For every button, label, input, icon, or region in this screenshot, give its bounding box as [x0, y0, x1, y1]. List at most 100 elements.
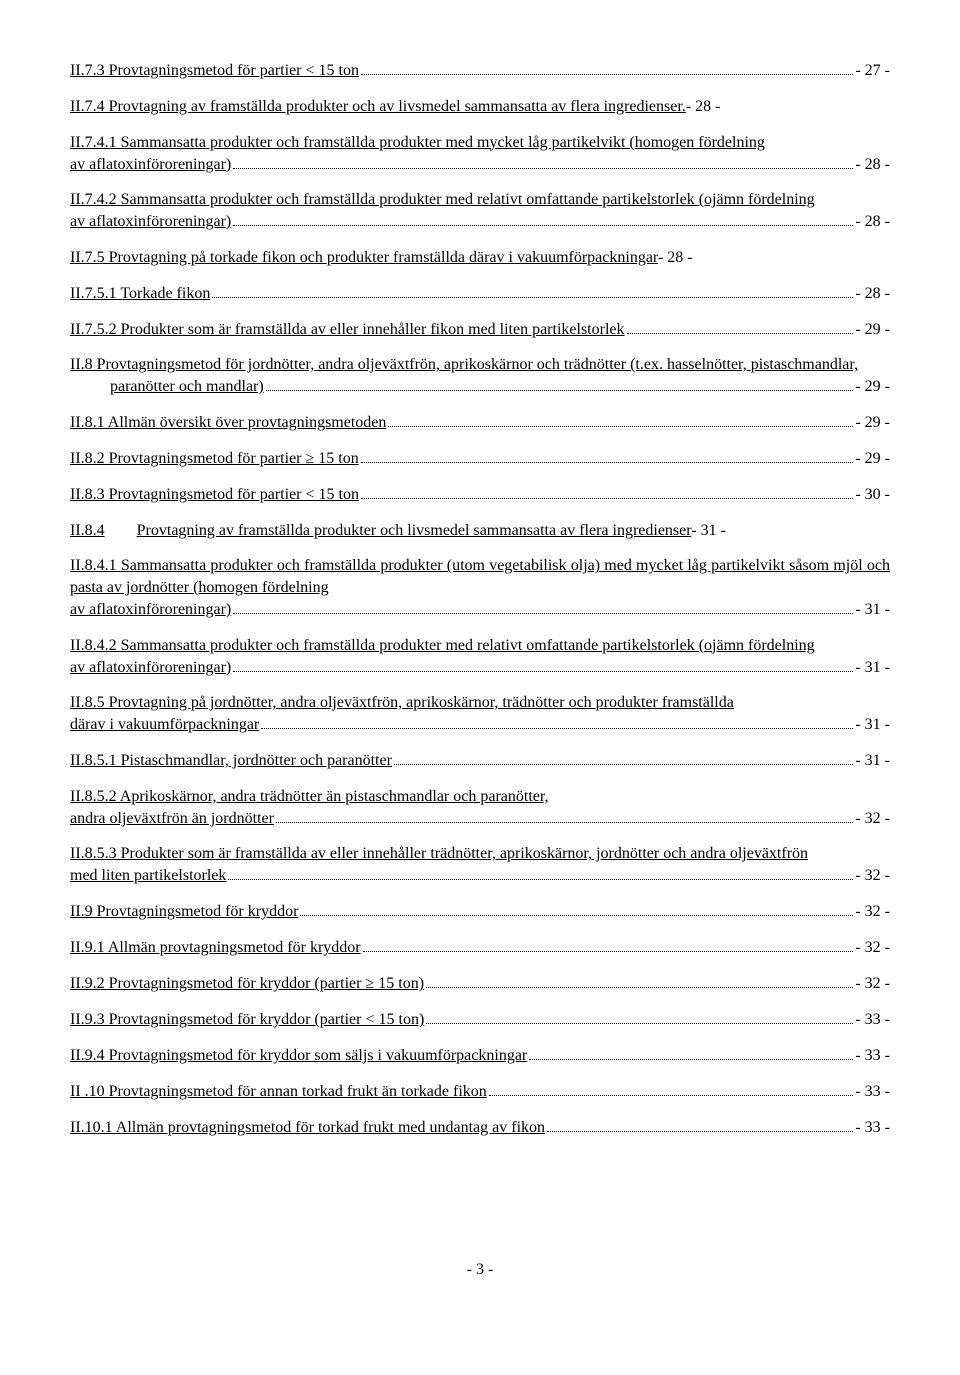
- toc-entry-label[interactable]: II.10.1 Allmän provtagningsmetod för tor…: [70, 1117, 545, 1139]
- toc-entry-page: - 31 -: [855, 750, 890, 772]
- toc-entry: II.9.4 Provtagningsmetod för kryddor som…: [70, 1045, 890, 1067]
- toc-entry-page: - 32 -: [855, 937, 890, 959]
- toc-entry: II .10 Provtagningsmetod för annan torka…: [70, 1081, 890, 1103]
- toc-entry: II.9.3 Provtagningsmetod för kryddor (pa…: [70, 1009, 890, 1031]
- toc-entry-label[interactable]: II.9.2 Provtagningsmetod för kryddor (pa…: [70, 973, 424, 995]
- toc-entry-label[interactable]: Provtagning av framställda produkter och…: [137, 522, 692, 539]
- toc-entry: II.10.1 Allmän provtagningsmetod för tor…: [70, 1117, 890, 1139]
- toc-entry: II.7.4 Provtagning av framställda produk…: [70, 96, 890, 118]
- toc-entry: II.7.3 Provtagningsmetod för partier < 1…: [70, 60, 890, 82]
- toc-entry-page: - 31 -: [855, 714, 890, 736]
- toc-entry-page: - 29 -: [855, 319, 890, 341]
- toc-entry: II.7.5 Provtagning på torkade fikon och …: [70, 247, 890, 269]
- toc-entry: II.8 Provtagningsmetod för jordnötter, a…: [70, 354, 890, 398]
- toc-entry: II.7.4.2 Sammansatta produkter och frams…: [70, 189, 890, 233]
- toc-entry-label[interactable]: II.9.1 Allmän provtagningsmetod för kryd…: [70, 937, 361, 959]
- toc-entry-page: - 30 -: [855, 484, 890, 506]
- toc-entry-page: - 31 -: [855, 657, 890, 679]
- toc-entry-label[interactable]: II.9.4 Provtagningsmetod för kryddor som…: [70, 1045, 527, 1067]
- toc-entry-label[interactable]: II.9 Provtagningsmetod för kryddor: [70, 901, 298, 923]
- toc-leader-dots: [426, 973, 853, 988]
- toc-entry: II.8.3 Provtagningsmetod för partier < 1…: [70, 484, 890, 506]
- toc-entry: II.9 Provtagningsmetod för kryddor - 32 -: [70, 901, 890, 923]
- toc-leader-dots: [361, 448, 854, 463]
- toc-leader-dots: [426, 1009, 853, 1024]
- toc-entry-prefix: II.8.4: [70, 522, 105, 539]
- toc-entry: II.8.4.1 Sammansatta produkter och frams…: [70, 555, 890, 620]
- toc-entry-page: - 33 -: [855, 1081, 890, 1103]
- toc-entry-page: - 33 -: [855, 1117, 890, 1139]
- toc-entry-page: - 29 -: [855, 376, 890, 398]
- toc-entry: II.8.5 Provtagning på jordnötter, andra …: [70, 692, 890, 736]
- toc-entry: II.7.4.1 Sammansatta produkter och frams…: [70, 132, 890, 176]
- toc-entry-label[interactable]: II.7.4.2 Sammansatta produkter och frams…: [70, 191, 815, 208]
- toc-entry-page: - 27 -: [855, 60, 890, 82]
- toc-leader-dots: [228, 865, 853, 880]
- toc-entry-label-tail[interactable]: med liten partikelstorlek: [70, 865, 226, 887]
- toc-leader-dots: [489, 1081, 854, 1096]
- toc-entry: II.8.5.3 Produkter som är framställda av…: [70, 843, 890, 887]
- toc-entry-page: - 28 -: [855, 211, 890, 233]
- toc-leader-dots: [233, 153, 853, 168]
- toc-entry-label-tail[interactable]: paranötter och mandlar): [110, 376, 264, 398]
- toc-entry: II.7.5.1 Torkade fikon - 28 -: [70, 282, 890, 304]
- toc-entry-page: - 33 -: [855, 1045, 890, 1067]
- toc-entry-label[interactable]: II.8.3 Provtagningsmetod för partier < 1…: [70, 484, 359, 506]
- toc-entry: II.9.1 Allmän provtagningsmetod för kryd…: [70, 937, 890, 959]
- toc-entry-label-tail[interactable]: av aflatoxinföroreningar): [70, 154, 231, 176]
- toc-leader-dots: [394, 750, 853, 765]
- toc-entry-label[interactable]: II.7.3 Provtagningsmetod för partier < 1…: [70, 60, 359, 82]
- toc-entry-label[interactable]: II.8.5.1 Pistaschmandlar, jordnötter och…: [70, 750, 392, 772]
- toc-entry-label-tail[interactable]: därav i vakuumförpackningar: [70, 714, 259, 736]
- toc-leader-dots: [233, 599, 853, 614]
- toc-entry-label[interactable]: II.7.4.1 Sammansatta produkter och frams…: [70, 134, 765, 151]
- toc-entry-label[interactable]: II.8 Provtagningsmetod för jordnötter, a…: [70, 356, 858, 373]
- toc-leader-dots: [363, 937, 854, 952]
- toc-entry-label-tail[interactable]: av aflatoxinföroreningar): [70, 211, 231, 233]
- toc-entry: II.8.4.2 Sammansatta produkter och frams…: [70, 635, 890, 679]
- toc-leader-dots: [300, 901, 853, 916]
- toc-entry-page: - 29 -: [855, 412, 890, 434]
- toc-entry: II.9.2 Provtagningsmetod för kryddor (pa…: [70, 973, 890, 995]
- toc-entry-label[interactable]: II.8.1 Allmän översikt över provtagnings…: [70, 412, 386, 434]
- toc-entry-page: - 32 -: [855, 865, 890, 887]
- toc-entry-label[interactable]: II.9.3 Provtagningsmetod för kryddor (pa…: [70, 1009, 424, 1031]
- toc-entry-label[interactable]: II.8.2 Provtagningsmetod för partier ≥ 1…: [70, 448, 359, 470]
- toc-entry: II.8.4 Provtagning av framställda produk…: [70, 520, 890, 542]
- toc-entry-label-tail[interactable]: av aflatoxinföroreningar): [70, 657, 231, 679]
- toc-leader-dots: [261, 714, 853, 729]
- toc-entry-label-tail[interactable]: av aflatoxinföroreningar): [70, 599, 231, 621]
- toc-entry-label[interactable]: II.8.4.1 Sammansatta produkter och frams…: [70, 557, 890, 596]
- toc-entry-label[interactable]: II.7.5.1 Torkade fikon: [70, 283, 210, 305]
- page-number-footer: - 3 -: [70, 1259, 890, 1281]
- toc-entry-label[interactable]: II.7.4 Provtagning av framställda produk…: [70, 98, 686, 115]
- toc-entry-label[interactable]: II.7.5.2 Produkter som är framställda av…: [70, 319, 625, 341]
- toc-entry: II.8.2 Provtagningsmetod för partier ≥ 1…: [70, 448, 890, 470]
- toc-leader-dots: [266, 376, 854, 391]
- toc-entry-label[interactable]: II.8.5 Provtagning på jordnötter, andra …: [70, 694, 734, 711]
- toc-entry-page: - 29 -: [855, 448, 890, 470]
- toc-entry-label[interactable]: II.7.5 Provtagning på torkade fikon och …: [70, 249, 658, 266]
- toc-leader-dots: [233, 211, 853, 226]
- toc-entry-page: - 32 -: [855, 901, 890, 923]
- toc-leader-dots: [276, 807, 853, 822]
- toc-entry-label-tail[interactable]: andra oljeväxtfrön än jordnötter: [70, 808, 274, 830]
- toc-entry-page: - 31 -: [855, 599, 890, 621]
- toc-entry-label[interactable]: II .10 Provtagningsmetod för annan torka…: [70, 1081, 487, 1103]
- toc-entry-label[interactable]: II.8.5.2 Aprikoskärnor, andra trädnötter…: [70, 788, 549, 805]
- toc-leader-dots: [627, 318, 854, 333]
- toc-entry-label[interactable]: II.8.5.3 Produkter som är framställda av…: [70, 845, 808, 862]
- toc-entry-page: - 32 -: [855, 973, 890, 995]
- toc-leader-dots: [529, 1045, 853, 1060]
- toc-entry-page: - 32 -: [855, 808, 890, 830]
- toc-leader-dots: [547, 1117, 853, 1132]
- toc-leader-dots: [361, 484, 853, 499]
- toc-leader-dots: [361, 60, 853, 75]
- toc-leader-dots: [212, 282, 853, 297]
- table-of-contents: II.7.3 Provtagningsmetod för partier < 1…: [70, 60, 890, 1139]
- toc-entry: II.8.5.2 Aprikoskärnor, andra trädnötter…: [70, 786, 890, 830]
- toc-leader-dots: [233, 656, 853, 671]
- toc-entry-label[interactable]: II.8.4.2 Sammansatta produkter och frams…: [70, 637, 815, 654]
- toc-entry-page: - 33 -: [855, 1009, 890, 1031]
- toc-entry-page: - 28 -: [855, 283, 890, 305]
